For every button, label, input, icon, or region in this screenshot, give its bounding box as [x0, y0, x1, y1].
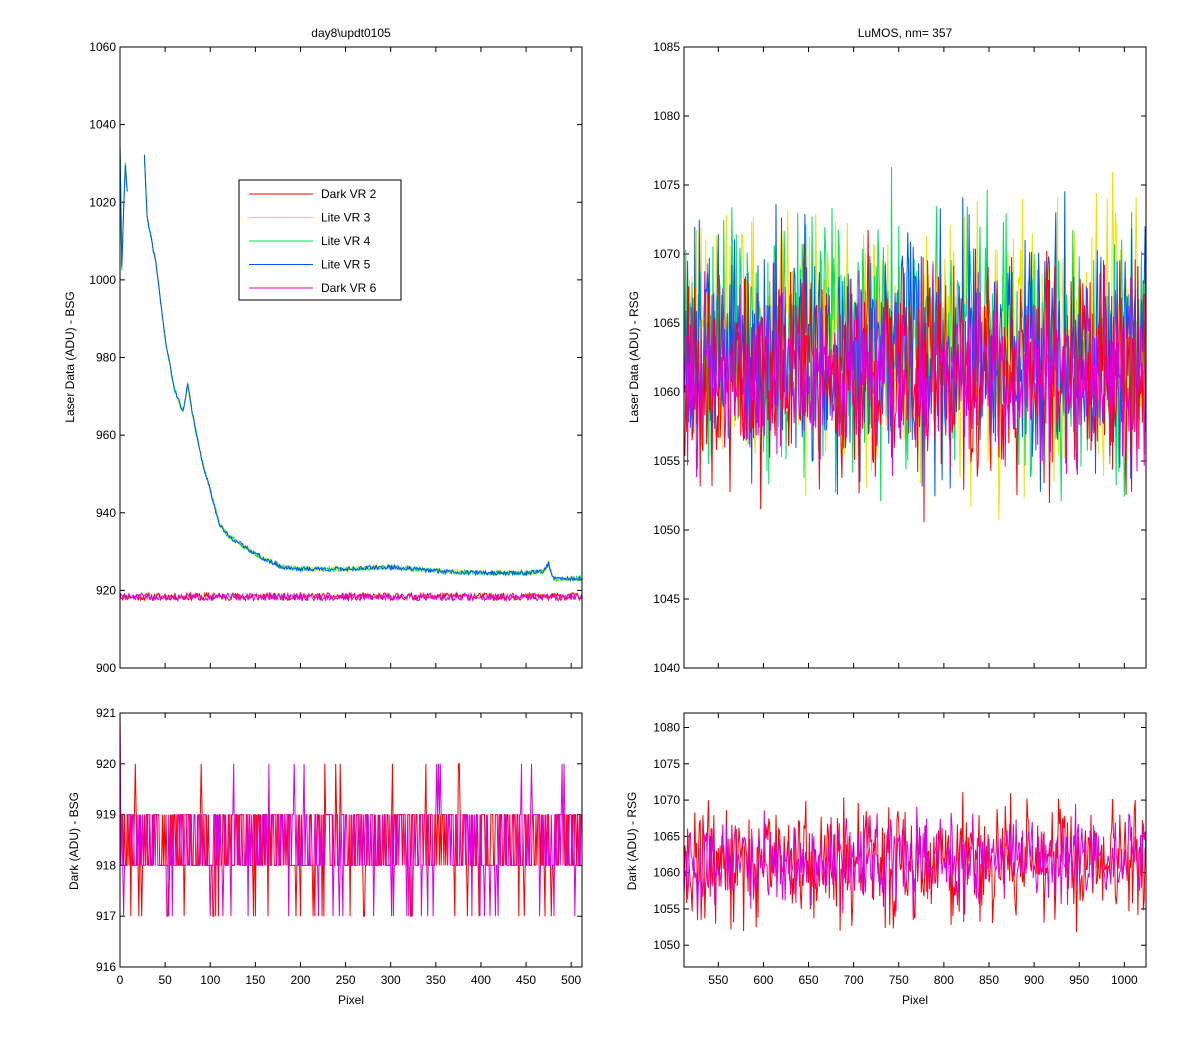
y-tick-label: 1000 [89, 273, 116, 287]
chart-title: day8\updt0105 [311, 26, 391, 40]
x-tick-label: 850 [979, 973, 999, 987]
y-tick-label: 1020 [89, 195, 116, 209]
x-tick-label: 250 [336, 973, 356, 987]
x-tick-label: 350 [426, 973, 446, 987]
x-tick-label: 300 [381, 973, 401, 987]
legend [238, 179, 402, 301]
y-axis-label: Dark (ADU) - RSG [625, 792, 639, 891]
x-axis-label: Pixel [902, 993, 928, 1007]
x-tick-label: 450 [516, 973, 536, 987]
y-axis-label: Dark (ADU) - BSG [67, 792, 81, 890]
legend-label: Lite VR 5 [321, 258, 371, 272]
plot-frame [119, 46, 583, 669]
y-tick-label: 1055 [653, 454, 680, 468]
series-line [120, 713, 582, 917]
y-tick-label: 1050 [653, 938, 680, 952]
y-tick-label: 1070 [653, 247, 680, 261]
x-tick-label: 0 [117, 973, 124, 987]
x-tick-label: 50 [158, 973, 172, 987]
y-tick-label: 1075 [653, 178, 680, 192]
y-tick-label: 980 [96, 351, 116, 365]
y-tick-label: 920 [96, 757, 116, 771]
y-tick-label: 1045 [653, 592, 680, 606]
x-tick-label: 100 [200, 973, 220, 987]
y-tick-label: 1060 [89, 40, 116, 54]
y-tick-label: 940 [96, 506, 116, 520]
panel-top-left: day8\updt0105 Laser Data (ADU) - BSG 900… [63, 26, 583, 675]
y-tick-label: 1080 [653, 721, 680, 735]
plot-frame [683, 46, 1147, 669]
x-tick-label: 600 [753, 973, 773, 987]
series-line [120, 591, 582, 603]
x-tick-label: 200 [290, 973, 310, 987]
x-tick-label: 700 [844, 973, 864, 987]
y-tick-label: 921 [96, 706, 116, 720]
y-tick-label: 1060 [653, 385, 680, 399]
x-tick-label: 1000 [1111, 973, 1138, 987]
series-line [120, 145, 582, 583]
chart-title: LuMOS, nm= 357 [858, 26, 953, 40]
y-tick-label: 1080 [653, 109, 680, 123]
y-tick-label: 1075 [653, 757, 680, 771]
y-tick-label: 1055 [653, 902, 680, 916]
plot-frame [683, 712, 1147, 968]
legend-label: Lite VR 3 [321, 211, 371, 225]
series-line [684, 217, 1146, 523]
y-tick-label: 1050 [653, 523, 680, 537]
x-tick-label: 150 [245, 973, 265, 987]
y-tick-label: 900 [96, 661, 116, 675]
x-tick-label: 900 [1024, 973, 1044, 987]
x-tick-label: 750 [889, 973, 909, 987]
y-tick-label: 1040 [89, 118, 116, 132]
plot-frame [119, 712, 583, 968]
x-tick-label: 400 [471, 973, 491, 987]
series-line [684, 263, 1146, 478]
y-tick-label: 1070 [653, 793, 680, 807]
y-tick-label: 918 [96, 858, 116, 872]
x-tick-label: 550 [708, 973, 728, 987]
x-tick-label: 650 [799, 973, 819, 987]
y-tick-label: 1040 [653, 661, 680, 675]
y-axis-label: Laser Data (ADU) - RSG [627, 291, 641, 423]
legend-label: Lite VR 4 [321, 234, 371, 248]
x-tick-label: 950 [1069, 973, 1089, 987]
series-line [684, 803, 1146, 923]
panel-top-right: LuMOS, nm= 357 Laser Data (ADU) - RSG 10… [627, 26, 1147, 675]
series-line [684, 191, 1146, 497]
y-tick-label: 1065 [653, 829, 680, 843]
x-tick-label: 800 [934, 973, 954, 987]
series-line [120, 713, 582, 917]
y-tick-label: 1085 [653, 40, 680, 54]
y-tick-label: 919 [96, 808, 116, 822]
x-axis-label: Pixel [338, 993, 364, 1007]
y-tick-label: 917 [96, 909, 116, 923]
y-tick-label: 960 [96, 428, 116, 442]
panel-bottom-right: Dark (ADU) - RSG Pixel 550 600 650 700 750 80… [625, 712, 1147, 1007]
y-axis-label: Laser Data (ADU) - BSG [63, 291, 77, 422]
y-tick-label: 920 [96, 583, 116, 597]
y-tick-label: 1060 [653, 866, 680, 880]
y-tick-label: 916 [96, 960, 116, 974]
panel-bottom-left: Dark (ADU) - BSG Pixel 0 50 100 150 200 250 30… [67, 706, 583, 1007]
x-tick-label: 500 [561, 973, 581, 987]
legend-label: Dark VR 6 [321, 281, 377, 295]
y-tick-label: 1065 [653, 316, 680, 330]
legend-label: Dark VR 2 [321, 187, 377, 201]
